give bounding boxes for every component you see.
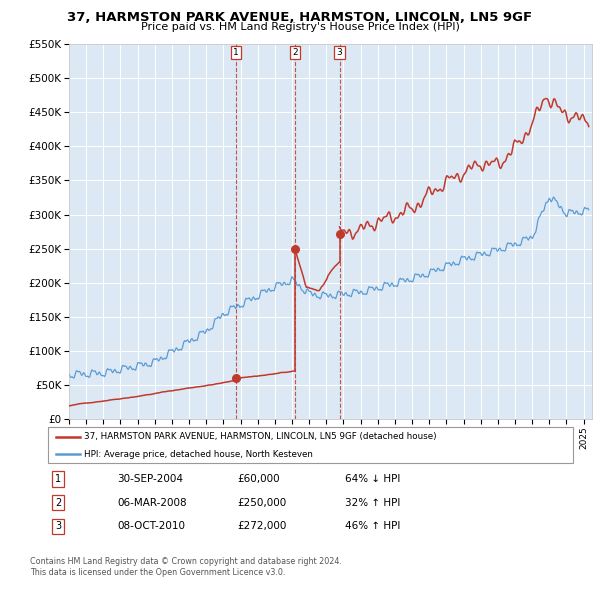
Text: 37, HARMSTON PARK AVENUE, HARMSTON, LINCOLN, LN5 9GF (detached house): 37, HARMSTON PARK AVENUE, HARMSTON, LINC… [84, 432, 436, 441]
Text: 08-OCT-2010: 08-OCT-2010 [117, 522, 185, 531]
Text: 64% ↓ HPI: 64% ↓ HPI [345, 474, 400, 484]
Text: 2: 2 [292, 48, 298, 57]
Text: HPI: Average price, detached house, North Kesteven: HPI: Average price, detached house, Nort… [84, 450, 313, 458]
Text: 46% ↑ HPI: 46% ↑ HPI [345, 522, 400, 531]
Text: 37, HARMSTON PARK AVENUE, HARMSTON, LINCOLN, LN5 9GF: 37, HARMSTON PARK AVENUE, HARMSTON, LINC… [67, 11, 533, 24]
Point [232, 373, 241, 383]
Text: £250,000: £250,000 [237, 498, 286, 507]
Text: £60,000: £60,000 [237, 474, 280, 484]
Text: 2: 2 [55, 498, 61, 507]
Text: Contains HM Land Registry data © Crown copyright and database right 2024.: Contains HM Land Registry data © Crown c… [30, 558, 342, 566]
FancyBboxPatch shape [48, 427, 573, 463]
Text: 3: 3 [337, 48, 343, 57]
Text: 32% ↑ HPI: 32% ↑ HPI [345, 498, 400, 507]
Text: 1: 1 [233, 48, 239, 57]
Text: 06-MAR-2008: 06-MAR-2008 [117, 498, 187, 507]
Text: £272,000: £272,000 [237, 522, 286, 531]
Text: Price paid vs. HM Land Registry's House Price Index (HPI): Price paid vs. HM Land Registry's House … [140, 22, 460, 32]
Point [290, 244, 300, 253]
Text: 3: 3 [55, 522, 61, 531]
Text: 30-SEP-2004: 30-SEP-2004 [117, 474, 183, 484]
Point [335, 229, 344, 238]
Text: This data is licensed under the Open Government Licence v3.0.: This data is licensed under the Open Gov… [30, 568, 286, 577]
Text: 1: 1 [55, 474, 61, 484]
